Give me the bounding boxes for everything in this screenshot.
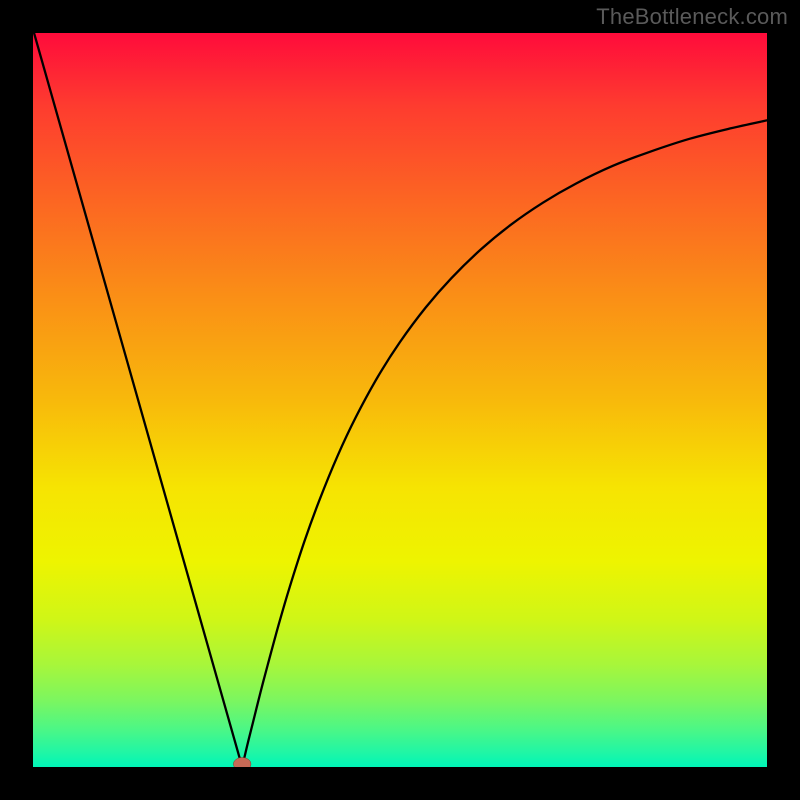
plot-area — [33, 33, 767, 767]
watermark-text: TheBottleneck.com — [596, 4, 788, 30]
gradient-background — [33, 33, 767, 767]
chart-container: TheBottleneck.com — [0, 0, 800, 800]
chart-svg — [33, 33, 767, 767]
